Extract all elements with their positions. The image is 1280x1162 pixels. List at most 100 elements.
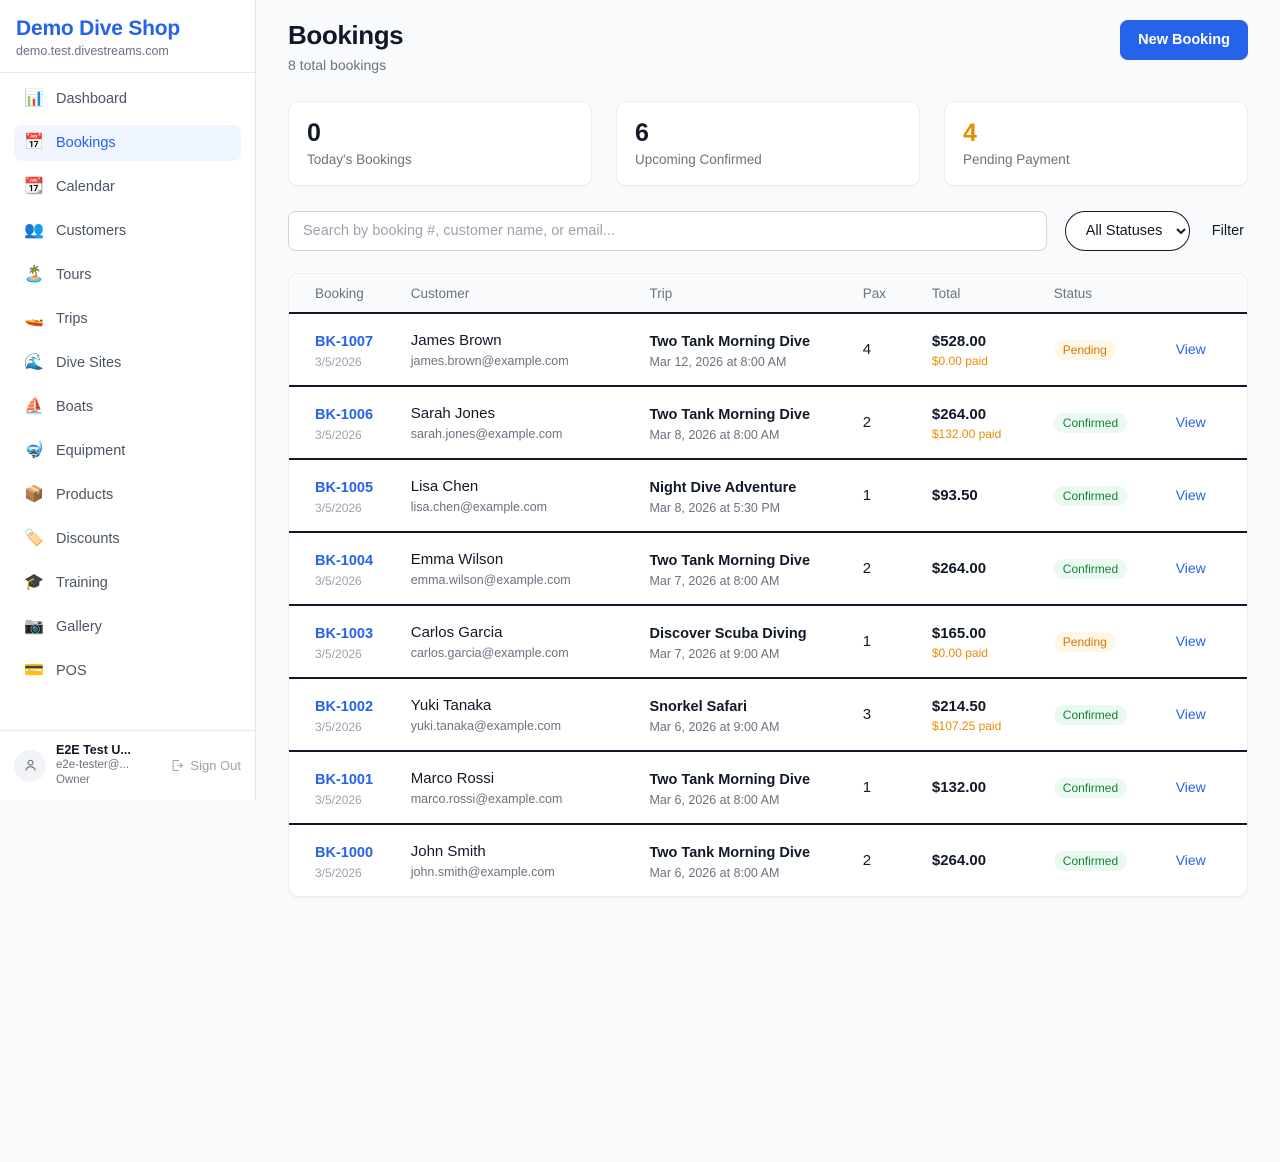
cell-booking: BK-1005 3/5/2026 [289,459,401,533]
table-row[interactable]: BK-1001 3/5/2026 Marco Rossi marco.rossi@ex… [289,751,1247,825]
sidebar-item-label: Gallery [56,619,102,635]
trip-name: Two Tank Morning Dive [649,333,811,350]
cell-booking: BK-1006 3/5/2026 [289,386,401,460]
sidebar-item-calendar[interactable]: 📆 Calendar [14,169,241,205]
filter-button[interactable]: Filter [1208,223,1248,239]
customer-name: James Brown [410,332,502,349]
sidebar-item-bookings[interactable]: 📅 Bookings [14,125,241,161]
sidebar-item-training[interactable]: 🎓 Training [14,565,241,601]
cell-total: $165.00 $0.00 paid [921,605,1044,679]
view-link[interactable]: View [1175,852,1206,868]
booking-id-link[interactable]: BK-1002 [315,699,374,715]
cell-status: Confirmed [1043,678,1166,752]
status-badge: Pending [1053,631,1116,652]
paid-amount: $132.00 paid [931,426,1002,441]
search-input[interactable] [288,211,1047,251]
booking-id-link[interactable]: BK-1006 [315,407,374,423]
booking-id-link[interactable]: BK-1000 [315,845,374,861]
customer-name: Lisa Chen [410,478,479,495]
view-link[interactable]: View [1175,633,1206,649]
pax-count: 1 [862,633,872,650]
view-link[interactable]: View [1175,706,1206,722]
status-badge: Confirmed [1053,412,1128,433]
table-row[interactable]: BK-1004 3/5/2026 Emma Wilson emma.wilson@ex… [289,532,1247,606]
customer-email: yuki.tanaka@example.com [410,719,561,733]
trip-name: Two Tank Morning Dive [649,406,811,423]
sidebar-item-label: Training [56,575,108,591]
stat-value: 0 [307,119,321,147]
column-header: Booking [289,274,401,314]
total-amount: $165.00 [931,624,987,642]
customer-name: Yuki Tanaka [410,697,492,714]
customer-name: Marco Rossi [410,770,495,787]
cell-customer: James Brown james.brown@example.com [400,313,640,387]
sidebar-item-label: POS [56,663,87,679]
sidebar-item-pos[interactable]: 💳 POS [14,653,241,689]
booking-id-link[interactable]: BK-1004 [315,553,374,569]
customer-email: james.brown@example.com [410,354,569,368]
sidebar-item-equipment[interactable]: 🤿 Equipment [14,433,241,469]
stat-label: Pending Payment [963,152,1070,167]
calendar-icon: 📆 [24,178,44,195]
sailboat-icon: ⛵ [24,398,44,415]
wave-icon: 🌊 [24,354,44,371]
view-link[interactable]: View [1175,341,1206,357]
trip-name: Two Tank Morning Dive [649,552,811,569]
view-link[interactable]: View [1175,487,1206,503]
page-title: Bookings [288,20,404,50]
cell-booking: BK-1001 3/5/2026 [289,751,401,825]
status-filter-select[interactable]: All StatusesPendingConfirmedCancelledCom… [1064,211,1190,251]
cell-total: $528.00 $0.00 paid [921,313,1044,387]
table-row[interactable]: BK-1003 3/5/2026 Carlos Garcia carlos.garci… [289,605,1247,679]
sidebar-item-boats[interactable]: ⛵ Boats [14,389,241,425]
sign-out-label: Sign Out [190,758,241,773]
sidebar-item-products[interactable]: 📦 Products [14,477,241,513]
trip-datetime: Mar 7, 2026 at 8:00 AM [649,573,780,588]
sign-out-button[interactable]: Sign Out [170,758,241,773]
cell-pax: 2 [852,386,922,460]
table-row[interactable]: BK-1002 3/5/2026 Yuki Tanaka yuki.tanaka@ex… [289,678,1247,752]
cell-status: Confirmed [1043,459,1166,533]
cell-pax: 4 [852,313,922,387]
booking-id-link[interactable]: BK-1005 [315,480,374,496]
sidebar-item-customers[interactable]: 👥 Customers [14,213,241,249]
customer-email: lisa.chen@example.com [410,500,548,514]
new-booking-button[interactable]: New Booking [1120,20,1248,60]
sidebar-item-dive-sites[interactable]: 🌊 Dive Sites [14,345,241,381]
booking-id-link[interactable]: BK-1001 [315,772,374,788]
stat-label: Today's Bookings [307,152,412,167]
sidebar-item-discounts[interactable]: 🏷️ Discounts [14,521,241,557]
table-row[interactable]: BK-1006 3/5/2026 Sarah Jones sarah.jones@ex… [289,386,1247,460]
view-link[interactable]: View [1175,560,1206,576]
booking-id-link[interactable]: BK-1003 [315,626,374,642]
cell-total: $93.50 [921,459,1044,533]
sidebar-item-dashboard[interactable]: 📊 Dashboard [14,81,241,117]
user-email: e2e-tester@... [56,759,130,771]
cell-total: $264.00 $132.00 paid [921,386,1044,460]
sidebar-item-tours[interactable]: 🏝️ Tours [14,257,241,293]
booking-created-date: 3/5/2026 [315,647,362,661]
trip-datetime: Mar 8, 2026 at 5:30 PM [649,500,781,515]
sidebar-item-gallery[interactable]: 📷 Gallery [14,609,241,645]
view-link[interactable]: View [1175,414,1206,430]
table-head: Booking Customer Trip Pax Total Status [289,274,1247,314]
customer-email: carlos.garcia@example.com [410,646,569,660]
sidebar-item-label: Tours [56,267,92,283]
booking-id-link[interactable]: BK-1007 [315,334,374,350]
sidebar-item-trips[interactable]: 🚤 Trips [14,301,241,337]
trip-datetime: Mar 8, 2026 at 8:00 AM [649,427,780,442]
table-row[interactable]: BK-1005 3/5/2026 Lisa Chen lisa.chen@exampl… [289,459,1247,533]
brand-domain: demo.test.divestreams.com [16,44,169,58]
table-row[interactable]: BK-1000 3/5/2026 John Smith john.smith@exam… [289,824,1247,896]
cell-pax: 3 [852,678,922,752]
user-role: Owner [56,774,90,786]
table-row[interactable]: BK-1007 3/5/2026 James Brown james.brown@ex… [289,313,1247,387]
cell-action: View [1165,386,1247,460]
sign-out-icon [173,760,184,771]
cell-status: Confirmed [1043,532,1166,606]
status-badge: Pending [1053,339,1116,360]
view-link[interactable]: View [1175,779,1206,795]
filters-row: All StatusesPendingConfirmedCancelledCom… [288,211,1248,251]
customer-name: John Smith [410,843,486,860]
cell-booking: BK-1000 3/5/2026 [289,824,401,896]
